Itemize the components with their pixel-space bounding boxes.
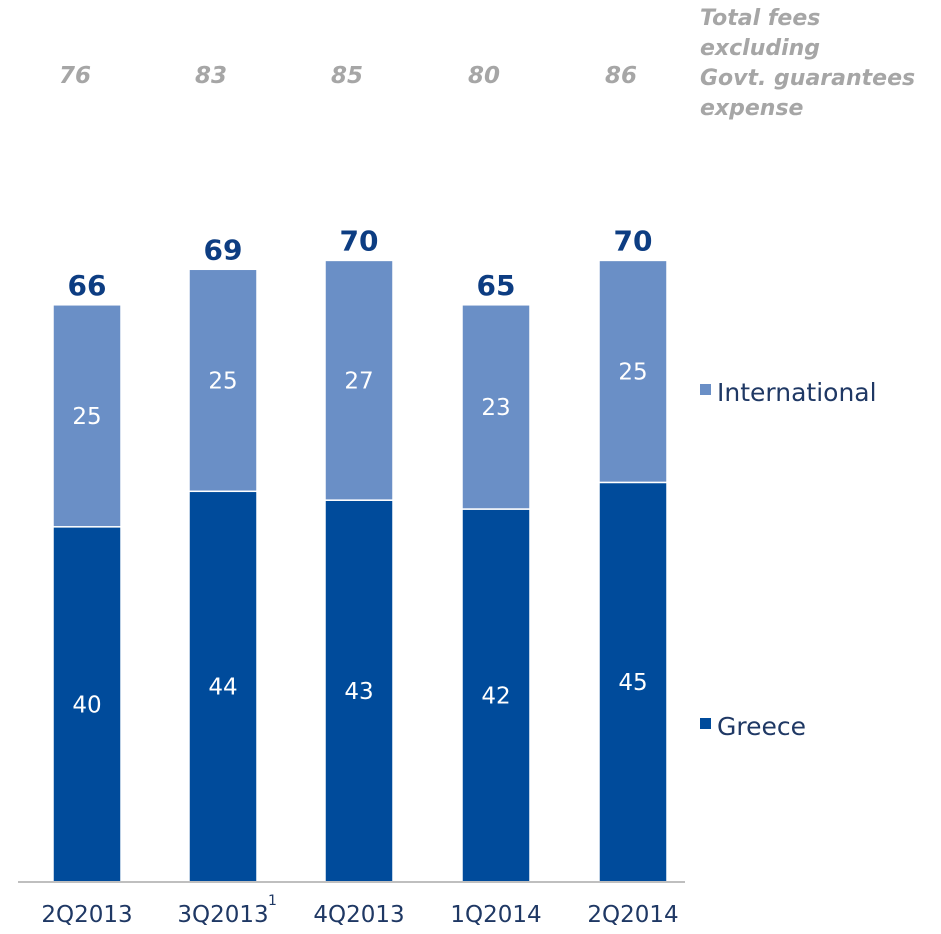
secondary-total-4Q2013: 85: [331, 63, 363, 89]
footnote-marker-3Q2013: 1: [268, 893, 277, 909]
bar-segment-international-3Q2013: [188, 268, 258, 493]
data-label-greece-1Q2014: 42: [481, 684, 510, 710]
secondary-total-3Q2013: 83: [195, 63, 227, 89]
legend-label-greece: Greece: [717, 712, 806, 741]
bar-area: 40 25 66 44 25 69 43 27 70 42 23 65 45 25 70: [52, 224, 668, 883]
secondary-total-2Q2013: 76: [59, 63, 91, 89]
bar-segment-greece-2Q2013: [52, 526, 122, 883]
secondary-caption-line: expense: [700, 96, 804, 121]
secondary-caption-line: Govt. guarantees: [700, 66, 915, 91]
secondary-total-2Q2014: 86: [605, 63, 637, 89]
legend-swatch-greece: [700, 718, 711, 729]
legend-label-international: International: [717, 378, 877, 407]
data-label-international-3Q2013: 25: [208, 368, 237, 394]
secondary-totals-row: 76 83 85 80 86: [59, 63, 637, 89]
x-tick-label-1Q2014: 1Q2014: [450, 902, 541, 928]
secondary-caption-line: Total fees: [700, 6, 820, 31]
data-label-greece-3Q2013: 44: [208, 675, 237, 701]
data-label-international-2Q2014: 25: [618, 359, 647, 385]
data-label-international-4Q2013: 27: [344, 368, 373, 394]
bar-segment-international-2Q2014: [598, 259, 668, 484]
legend-swatch-international: [700, 384, 711, 395]
legend: Greece International: [700, 378, 877, 741]
data-label-greece-4Q2013: 43: [344, 679, 373, 705]
bar-total-2Q2013: 66: [68, 269, 107, 302]
x-tick-label-3Q2013: 3Q2013: [177, 902, 268, 928]
bar-segment-international-4Q2013: [324, 259, 394, 501]
data-label-greece-2Q2013: 40: [72, 692, 101, 718]
bar-total-2Q2014: 70: [614, 224, 653, 257]
bar-total-4Q2013: 70: [340, 224, 379, 257]
data-label-greece-2Q2014: 45: [618, 670, 647, 696]
data-label-international-2Q2013: 25: [72, 404, 101, 430]
secondary-caption-line: excluding: [700, 36, 820, 61]
x-tick-label-4Q2013: 4Q2013: [313, 902, 404, 928]
bar-total-1Q2014: 65: [477, 269, 516, 302]
secondary-totals-caption: Total fees excluding Govt. guarantees expen…: [700, 6, 915, 121]
bar-total-3Q2013: 69: [204, 233, 243, 266]
bar-segment-international-2Q2013: [52, 304, 122, 528]
bar-segment-international-1Q2014: [461, 304, 531, 510]
x-tick-label-2Q2014: 2Q2014: [587, 902, 678, 928]
x-tick-label-2Q2013: 2Q2013: [41, 902, 132, 928]
data-label-international-1Q2014: 23: [481, 395, 510, 421]
secondary-total-1Q2014: 80: [468, 63, 500, 89]
bar-segment-greece-4Q2013: [324, 499, 394, 883]
